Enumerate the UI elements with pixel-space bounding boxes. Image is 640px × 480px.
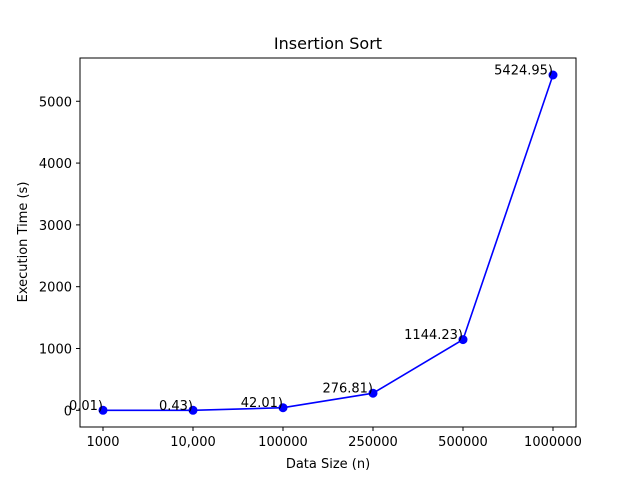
plot-area [79, 57, 577, 428]
y-tick-label-4: 4000 [39, 157, 72, 172]
data-point-0 [98, 405, 108, 415]
x-tick-label-3: 250000 [348, 435, 398, 450]
data-label-0: 0.01) [69, 399, 103, 414]
data-point-5 [548, 70, 558, 80]
y-tick-label-3: 3000 [39, 219, 72, 234]
data-point-2 [278, 403, 288, 413]
series-line [98, 70, 558, 415]
x-tick-label-1: 10,000 [170, 435, 216, 450]
y-tick-label-5: 5000 [39, 95, 72, 110]
x-tick-label-5: 1000000 [524, 435, 582, 450]
data-label-2: 42.01) [241, 396, 283, 411]
data-point-1 [188, 405, 198, 415]
data-point-4 [458, 335, 468, 345]
data-label-4: 1144.23) [404, 328, 463, 343]
x-tick-label-0: 1000 [86, 435, 119, 450]
data-label-3: 276.81) [322, 382, 373, 397]
data-labels: 0.01) 0.43) 42.01) 276.81) 1144.23) 5424.95) [69, 64, 553, 414]
y-tick-label-2: 2000 [39, 281, 72, 296]
y-axis: 0 1000 2000 3000 4000 5000 [39, 95, 80, 419]
chart-title: Insertion Sort [274, 34, 382, 53]
series-path [102, 74, 554, 412]
y-tick-label-1: 1000 [39, 343, 72, 358]
data-label-1: 0.43) [159, 399, 193, 414]
data-label-5: 5424.95) [494, 64, 553, 79]
x-axis: 1000 10,000 100000 250000 500000 1000000 [86, 427, 582, 450]
x-tick-label-2: 100000 [258, 435, 308, 450]
y-axis-label: Execution Time (s) [16, 182, 31, 303]
x-axis-label: Data Size (n) [286, 457, 370, 472]
y-tick-label-0: 0 [64, 404, 72, 419]
x-tick-label-4: 500000 [438, 435, 488, 450]
data-point-3 [368, 388, 378, 398]
